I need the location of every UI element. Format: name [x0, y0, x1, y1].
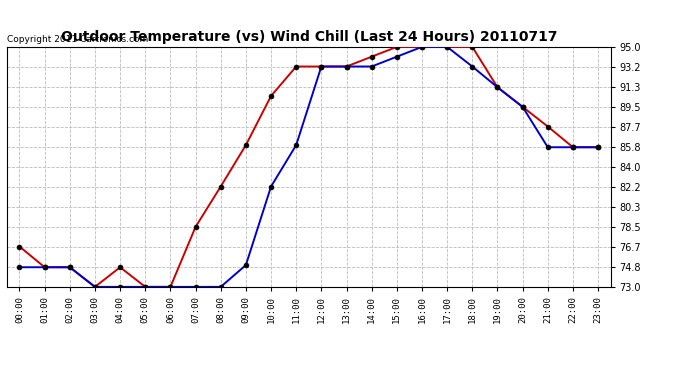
Text: Copyright 2011 Cartronics.com: Copyright 2011 Cartronics.com: [7, 36, 148, 45]
Title: Outdoor Temperature (vs) Wind Chill (Last 24 Hours) 20110717: Outdoor Temperature (vs) Wind Chill (Las…: [61, 30, 557, 44]
